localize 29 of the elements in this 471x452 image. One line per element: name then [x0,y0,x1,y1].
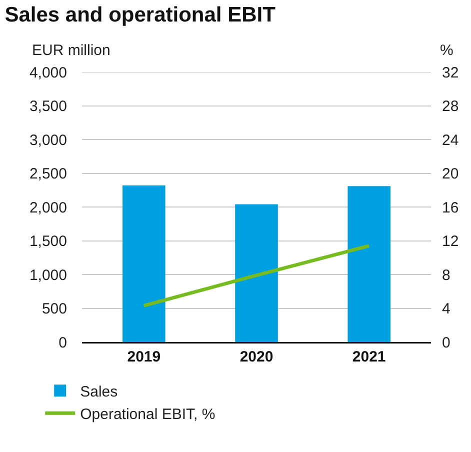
y-tick-label: 3,500 [29,98,67,115]
legend-label: Operational EBIT, % [80,406,216,423]
y2-tick-label: 28 [442,98,459,115]
y-tick-label: 3,000 [29,132,67,149]
y-tick-label: 1,500 [29,233,67,250]
y2-tick-label: 0 [442,334,450,352]
y-tick-label: 1,000 [29,266,67,284]
y2-axis-title: % [440,42,454,59]
y-tick-label: 0 [58,334,67,352]
x-tick-label: 2019 [127,348,161,366]
y-axis-title: EUR million [32,42,110,59]
bar [348,186,390,342]
y-tick-label: 500 [42,300,67,318]
y-tick-label: 2,500 [29,166,67,182]
y2-tick-label: 20 [442,166,459,182]
bar [122,185,166,342]
y2-tick-label: 12 [442,233,459,250]
y-tick-label: 4,000 [29,64,67,82]
y2-tick-label: 32 [442,64,459,82]
x-tick-label: 2021 [352,348,386,366]
y-tick-label: 2,000 [29,199,67,216]
y2-tick-label: 24 [442,132,459,149]
bar [235,204,278,342]
legend-label: Sales [80,384,118,400]
chart-title: Sales and operational EBIT [4,3,276,26]
y2-tick-label: 8 [442,266,450,284]
y2-tick-label: 4 [442,300,450,318]
x-tick-label: 2020 [240,348,274,366]
y2-tick-label: 16 [442,199,459,216]
